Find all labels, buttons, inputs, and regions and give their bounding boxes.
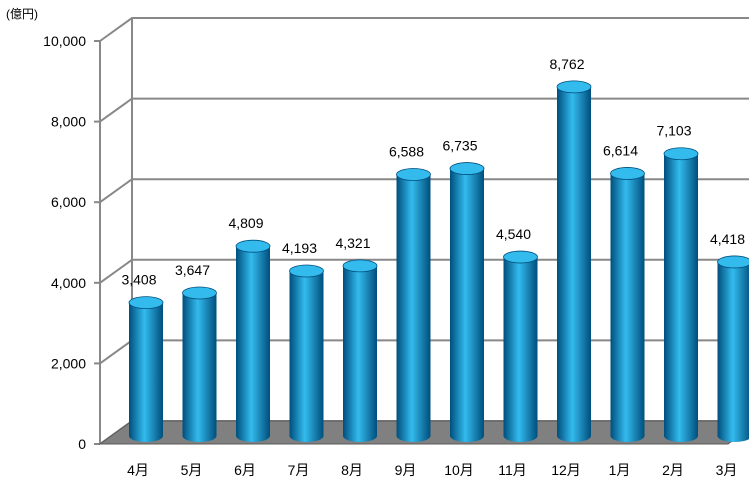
x-tick-label: 7月 — [288, 462, 310, 478]
y-axis-unit-label: (億円) — [6, 7, 38, 21]
data-label: 6,614 — [603, 142, 638, 158]
bar-body — [450, 169, 484, 442]
x-tick-label: 11月 — [498, 462, 527, 478]
bar-top-cap — [129, 297, 163, 309]
y-axis-tick-labels: 0 2,000 4,000 6,000 8,000 10,000 — [43, 33, 86, 452]
data-label: 3,647 — [175, 262, 210, 278]
bar — [450, 163, 484, 442]
bar-top-cap — [236, 240, 270, 252]
gridline — [100, 18, 749, 41]
data-label: 6,588 — [389, 144, 424, 160]
x-tick-label: 1月 — [609, 462, 631, 478]
bar-body — [236, 246, 270, 442]
x-tick-label: 12月 — [551, 462, 581, 478]
x-tick-label: 6月 — [234, 462, 256, 478]
y-tick-label: 6,000 — [51, 194, 86, 210]
data-label: 3,408 — [121, 272, 156, 288]
bar — [236, 240, 270, 442]
data-label: 4,809 — [228, 215, 263, 231]
bar-top-cap — [611, 167, 645, 179]
bar — [183, 287, 217, 442]
data-label: 4,418 — [710, 231, 745, 247]
x-tick-label: 9月 — [395, 462, 417, 478]
data-label: 4,321 — [335, 235, 370, 251]
x-tick-label: 8月 — [341, 462, 363, 478]
x-tick-label: 3月 — [716, 462, 738, 478]
data-label: 8,762 — [549, 56, 584, 72]
bar-body — [504, 257, 538, 442]
gridline — [100, 99, 749, 122]
y-tick-label: 8,000 — [51, 114, 86, 130]
y-tick-label: 4,000 — [51, 275, 86, 291]
data-label: 4,193 — [282, 240, 317, 256]
x-tick-label: 10月 — [444, 462, 474, 478]
bar-top-cap — [557, 81, 591, 93]
bar-top-cap — [664, 148, 698, 160]
bar-body — [343, 266, 377, 442]
bar — [557, 81, 591, 442]
bar-body — [129, 303, 163, 442]
bar-body — [718, 262, 749, 442]
data-label: 6,735 — [442, 138, 477, 154]
bar-top-cap — [343, 260, 377, 272]
data-labels: 3,408 3,647 4,809 4,193 4,321 6,588 6,735 4,540… — [121, 56, 745, 288]
bar — [504, 251, 538, 442]
y-tick-label: 0 — [78, 436, 86, 452]
bar-body — [397, 175, 431, 442]
bar — [397, 169, 431, 442]
data-label: 4,540 — [496, 226, 531, 242]
y-tick-label: 2,000 — [51, 355, 86, 371]
bar-top-cap — [718, 256, 749, 268]
x-tick-label: 5月 — [181, 462, 203, 478]
bar — [718, 256, 749, 442]
data-label: 7,103 — [656, 123, 691, 139]
bar-top-cap — [397, 169, 431, 181]
bar-body — [183, 293, 217, 442]
x-tick-label: 4月 — [127, 462, 149, 478]
x-axis-tick-labels: 4月 5月 6月 7月 8月 9月 10月 11月 12月 1月 2月 3月 — [127, 462, 737, 478]
x-tick-label: 2月 — [662, 462, 684, 478]
bar — [290, 265, 324, 442]
bar-body — [557, 87, 591, 442]
bar-top-cap — [504, 251, 538, 263]
bar-body — [290, 271, 324, 442]
bar-top-cap — [290, 265, 324, 277]
bar-top-cap — [450, 163, 484, 175]
bar — [611, 167, 645, 442]
bar — [129, 297, 163, 442]
y-tick-label: 10,000 — [43, 33, 86, 49]
bar — [343, 260, 377, 442]
bar-body — [664, 154, 698, 442]
bar — [664, 148, 698, 442]
bar-top-cap — [183, 287, 217, 299]
bar-body — [611, 173, 645, 442]
